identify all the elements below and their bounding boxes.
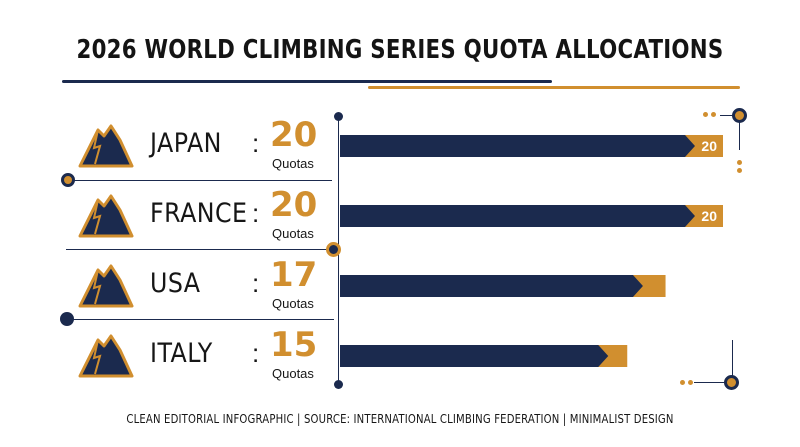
category-row: ITALY : 15 Quotas bbox=[0, 320, 800, 390]
corner-dot bbox=[703, 112, 708, 117]
separator-dot bbox=[60, 312, 74, 326]
chart-title: 2026 WORLD CLIMBING SERIES QUOTA ALLOCAT… bbox=[76, 35, 724, 65]
category-row: FRANCE : 20 Quotas bbox=[0, 180, 800, 250]
separator-line bbox=[66, 249, 328, 250]
corner-line bbox=[739, 122, 740, 150]
title-underline-navy bbox=[62, 80, 552, 83]
separator-line bbox=[70, 180, 332, 181]
mountain-icon bbox=[78, 334, 134, 378]
mountain-icon bbox=[78, 124, 134, 168]
category-label: ITALY bbox=[150, 338, 213, 369]
value-label: 20 bbox=[270, 185, 318, 225]
axis-top-dot bbox=[334, 112, 343, 121]
label-colon: : bbox=[252, 268, 260, 298]
category-row: JAPAN : 20 Quotas bbox=[0, 110, 800, 180]
separator-ring bbox=[61, 173, 75, 187]
corner-dot bbox=[737, 168, 742, 173]
bar-data-label: 20 bbox=[701, 208, 717, 224]
mountain-icon bbox=[78, 194, 134, 238]
category-label: FRANCE bbox=[150, 198, 248, 229]
corner-ring bbox=[732, 108, 747, 123]
bar-data-label: 20 bbox=[701, 138, 717, 154]
corner-dot bbox=[737, 160, 742, 165]
value-label: 20 bbox=[270, 115, 318, 155]
corner-dot bbox=[711, 112, 716, 117]
separator-line bbox=[72, 319, 334, 320]
corner-line bbox=[694, 382, 726, 383]
footer-caption: CLEAN EDITORIAL INFOGRAPHIC | SOURCE: IN… bbox=[126, 412, 674, 426]
unit-label: Quotas bbox=[272, 366, 314, 381]
unit-label: Quotas bbox=[272, 226, 314, 241]
value-label: 17 bbox=[270, 255, 318, 295]
bar-usa bbox=[340, 275, 643, 297]
unit-label: Quotas bbox=[272, 296, 314, 311]
bar-italy bbox=[340, 345, 609, 367]
separator-ring bbox=[326, 242, 341, 257]
axis-bottom-dot bbox=[334, 380, 343, 389]
corner-dot bbox=[688, 380, 693, 385]
label-colon: : bbox=[252, 338, 260, 368]
corner-line bbox=[732, 340, 733, 376]
category-label: USA bbox=[150, 268, 201, 299]
value-label: 15 bbox=[270, 325, 318, 365]
corner-line bbox=[720, 115, 738, 116]
title-underline-gold bbox=[368, 86, 740, 89]
category-row: USA : 17 Quotas bbox=[0, 250, 800, 320]
unit-label: Quotas bbox=[272, 156, 314, 171]
bar-france bbox=[340, 205, 695, 227]
corner-ring bbox=[724, 375, 739, 390]
bar-japan bbox=[340, 135, 695, 157]
corner-dot bbox=[680, 380, 685, 385]
label-colon: : bbox=[252, 128, 260, 158]
category-label: JAPAN bbox=[150, 128, 222, 159]
label-colon: : bbox=[252, 198, 260, 228]
mountain-icon bbox=[78, 264, 134, 308]
